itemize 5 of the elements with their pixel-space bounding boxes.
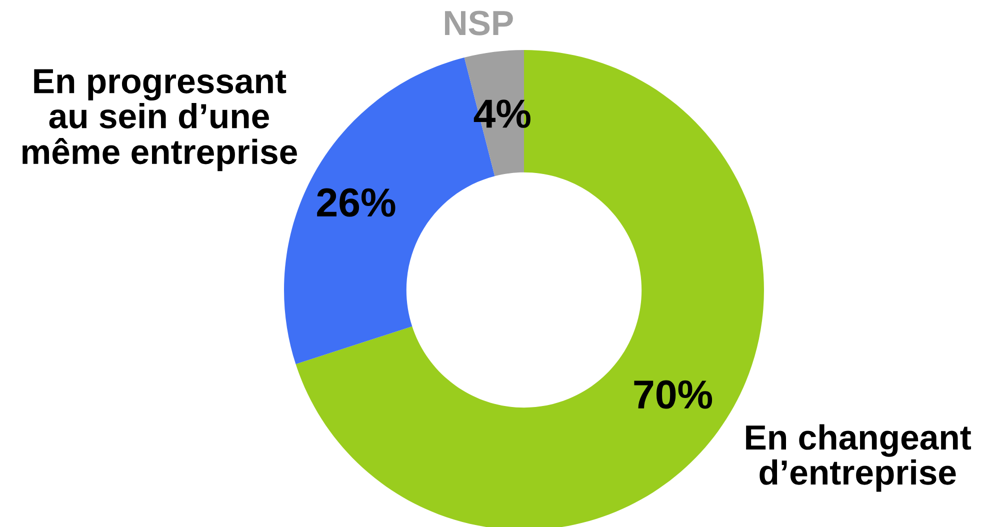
- slice-label: NSP: [445, 10, 513, 36]
- slice-label: En progressant au sein d’une même entreprise: [22, 69, 297, 172]
- data-label: 26%: [317, 188, 396, 217]
- data-label: 70%: [634, 380, 712, 409]
- slice-label: En changeant d’entreprise: [746, 424, 972, 492]
